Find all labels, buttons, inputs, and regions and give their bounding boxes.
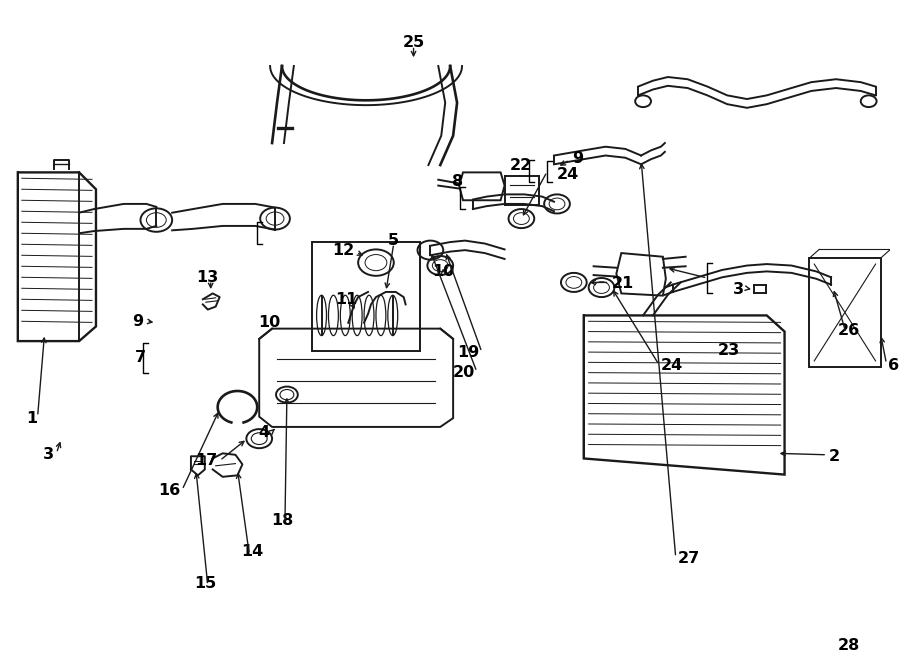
Text: 9: 9 (132, 314, 143, 329)
Text: 20: 20 (453, 365, 475, 380)
Text: 3: 3 (43, 447, 54, 462)
Text: 25: 25 (402, 35, 425, 50)
Text: 28: 28 (838, 638, 860, 653)
Text: 8: 8 (452, 175, 463, 190)
Text: 14: 14 (241, 544, 264, 559)
Text: 2: 2 (829, 449, 841, 464)
Text: 24: 24 (661, 358, 683, 373)
Text: 18: 18 (271, 514, 293, 528)
Text: 15: 15 (194, 576, 217, 591)
Text: 6: 6 (888, 358, 900, 373)
Text: 22: 22 (510, 157, 532, 173)
Bar (311, 242, 420, 350)
Text: 4: 4 (258, 425, 269, 440)
Text: 19: 19 (457, 344, 480, 360)
Text: 21: 21 (611, 276, 634, 291)
Text: 23: 23 (717, 343, 740, 358)
Text: 13: 13 (196, 270, 219, 285)
Text: 5: 5 (388, 233, 400, 248)
Text: 1: 1 (26, 410, 37, 426)
Text: 24: 24 (557, 167, 580, 182)
Text: 3: 3 (733, 282, 744, 297)
Text: 7: 7 (135, 350, 147, 366)
Text: 17: 17 (195, 453, 218, 468)
Text: 10: 10 (432, 264, 454, 279)
Text: 10: 10 (258, 315, 280, 330)
Text: 9: 9 (572, 151, 583, 166)
Text: 12: 12 (332, 243, 355, 258)
Text: 27: 27 (678, 551, 700, 566)
Text: 16: 16 (158, 483, 180, 498)
Text: 11: 11 (335, 292, 357, 307)
Text: 26: 26 (838, 323, 860, 338)
